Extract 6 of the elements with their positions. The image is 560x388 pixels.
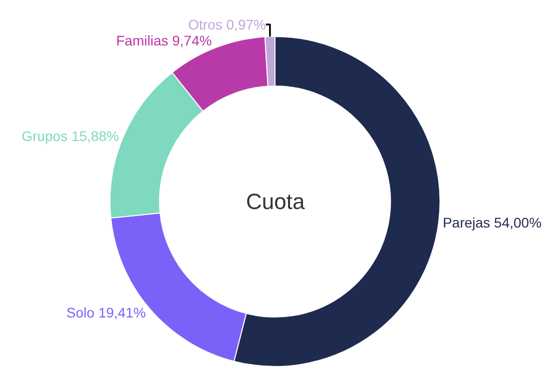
slice-label: Otros 0,97% <box>188 16 266 33</box>
slice-label: Parejas 54,00% <box>442 214 542 230</box>
text: Cuota <box>246 189 306 214</box>
slice-label: Solo 19,41% <box>66 304 146 320</box>
slice-label: Grupos 15,88% <box>22 128 119 144</box>
slice-label: Familias 9,74% <box>116 32 212 49</box>
